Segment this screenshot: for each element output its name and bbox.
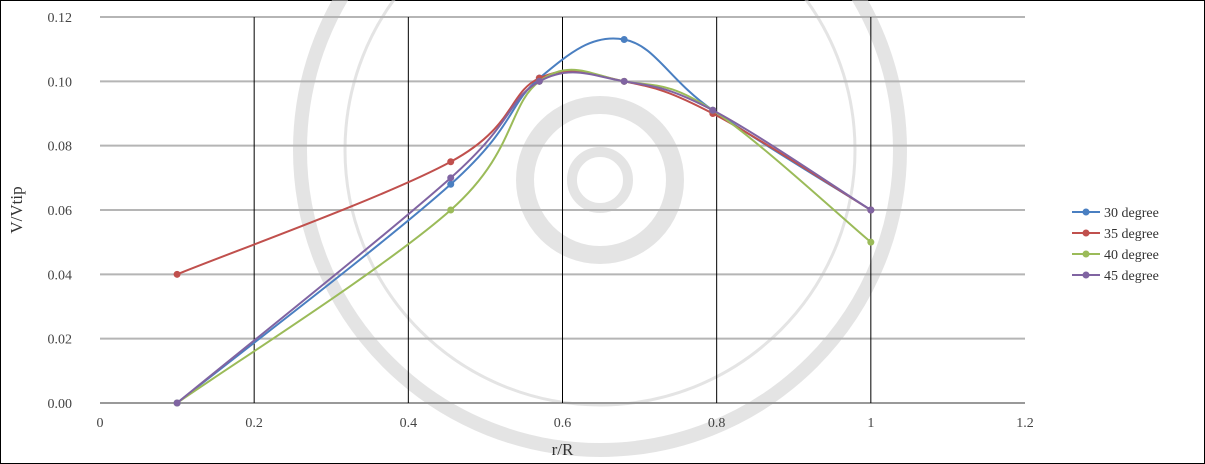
data-point: [447, 206, 455, 214]
y-tick-label: 0.08: [48, 140, 73, 155]
x-tick-label: 0.4: [400, 416, 418, 431]
data-point: [173, 270, 181, 278]
watermark-seal: [293, 0, 907, 457]
legend-swatch-marker: [1082, 250, 1090, 258]
series-40-degree: [173, 68, 875, 407]
y-tick-label: 0.10: [48, 75, 73, 90]
legend: 30 degree 35 degree 40 degree 45 degree: [1072, 206, 1159, 284]
legend-item: 30 degree: [1072, 206, 1159, 221]
data-point: [173, 399, 181, 407]
legend-swatch-marker: [1082, 208, 1090, 216]
x-tick-label: 0.2: [245, 416, 263, 431]
y-tick-label: 0.00: [48, 397, 73, 412]
y-tick-label: 0.04: [48, 268, 73, 283]
legend-label: 40 degree: [1104, 248, 1159, 263]
x-axis-ticks: 0 0.2 0.4 0.6 0.8 1 1.2: [97, 416, 1034, 431]
data-point: [620, 36, 628, 44]
series-line: [176, 68, 872, 404]
legend-item: 35 degree: [1072, 227, 1159, 242]
data-point: [447, 174, 455, 182]
legend-swatch-marker: [1082, 229, 1090, 237]
x-tick-label: 1.2: [1016, 416, 1034, 431]
data-point: [867, 206, 875, 214]
x-tick-label: 0: [97, 416, 104, 431]
series-layer: [173, 36, 875, 407]
data-point: [447, 180, 455, 188]
data-point: [620, 77, 628, 85]
legend-item: 45 degree: [1072, 269, 1159, 284]
data-point: [447, 158, 455, 166]
series-45-degree: [173, 71, 875, 407]
series-line: [176, 71, 872, 404]
legend-label: 35 degree: [1104, 227, 1159, 242]
legend-item: 40 degree: [1072, 248, 1159, 263]
data-point: [535, 77, 543, 85]
y-tick-label: 0.02: [48, 333, 73, 348]
legend-label: 30 degree: [1104, 206, 1159, 221]
legend-label: 45 degree: [1104, 269, 1159, 284]
x-tick-label: 0.8: [708, 416, 726, 431]
data-point: [709, 106, 717, 114]
data-point: [867, 238, 875, 246]
y-axis-ticks: 0.00 0.02 0.04 0.06 0.08 0.10 0.12: [48, 11, 73, 412]
x-tick-label: 0.6: [554, 416, 572, 431]
y-axis-title: V/Vtip: [7, 186, 26, 233]
y-tick-label: 0.06: [48, 204, 73, 219]
legend-swatch-marker: [1082, 271, 1090, 279]
x-axis-title: r/R: [552, 440, 574, 459]
x-tick-label: 1: [867, 416, 874, 431]
y-tick-label: 0.12: [48, 11, 73, 26]
